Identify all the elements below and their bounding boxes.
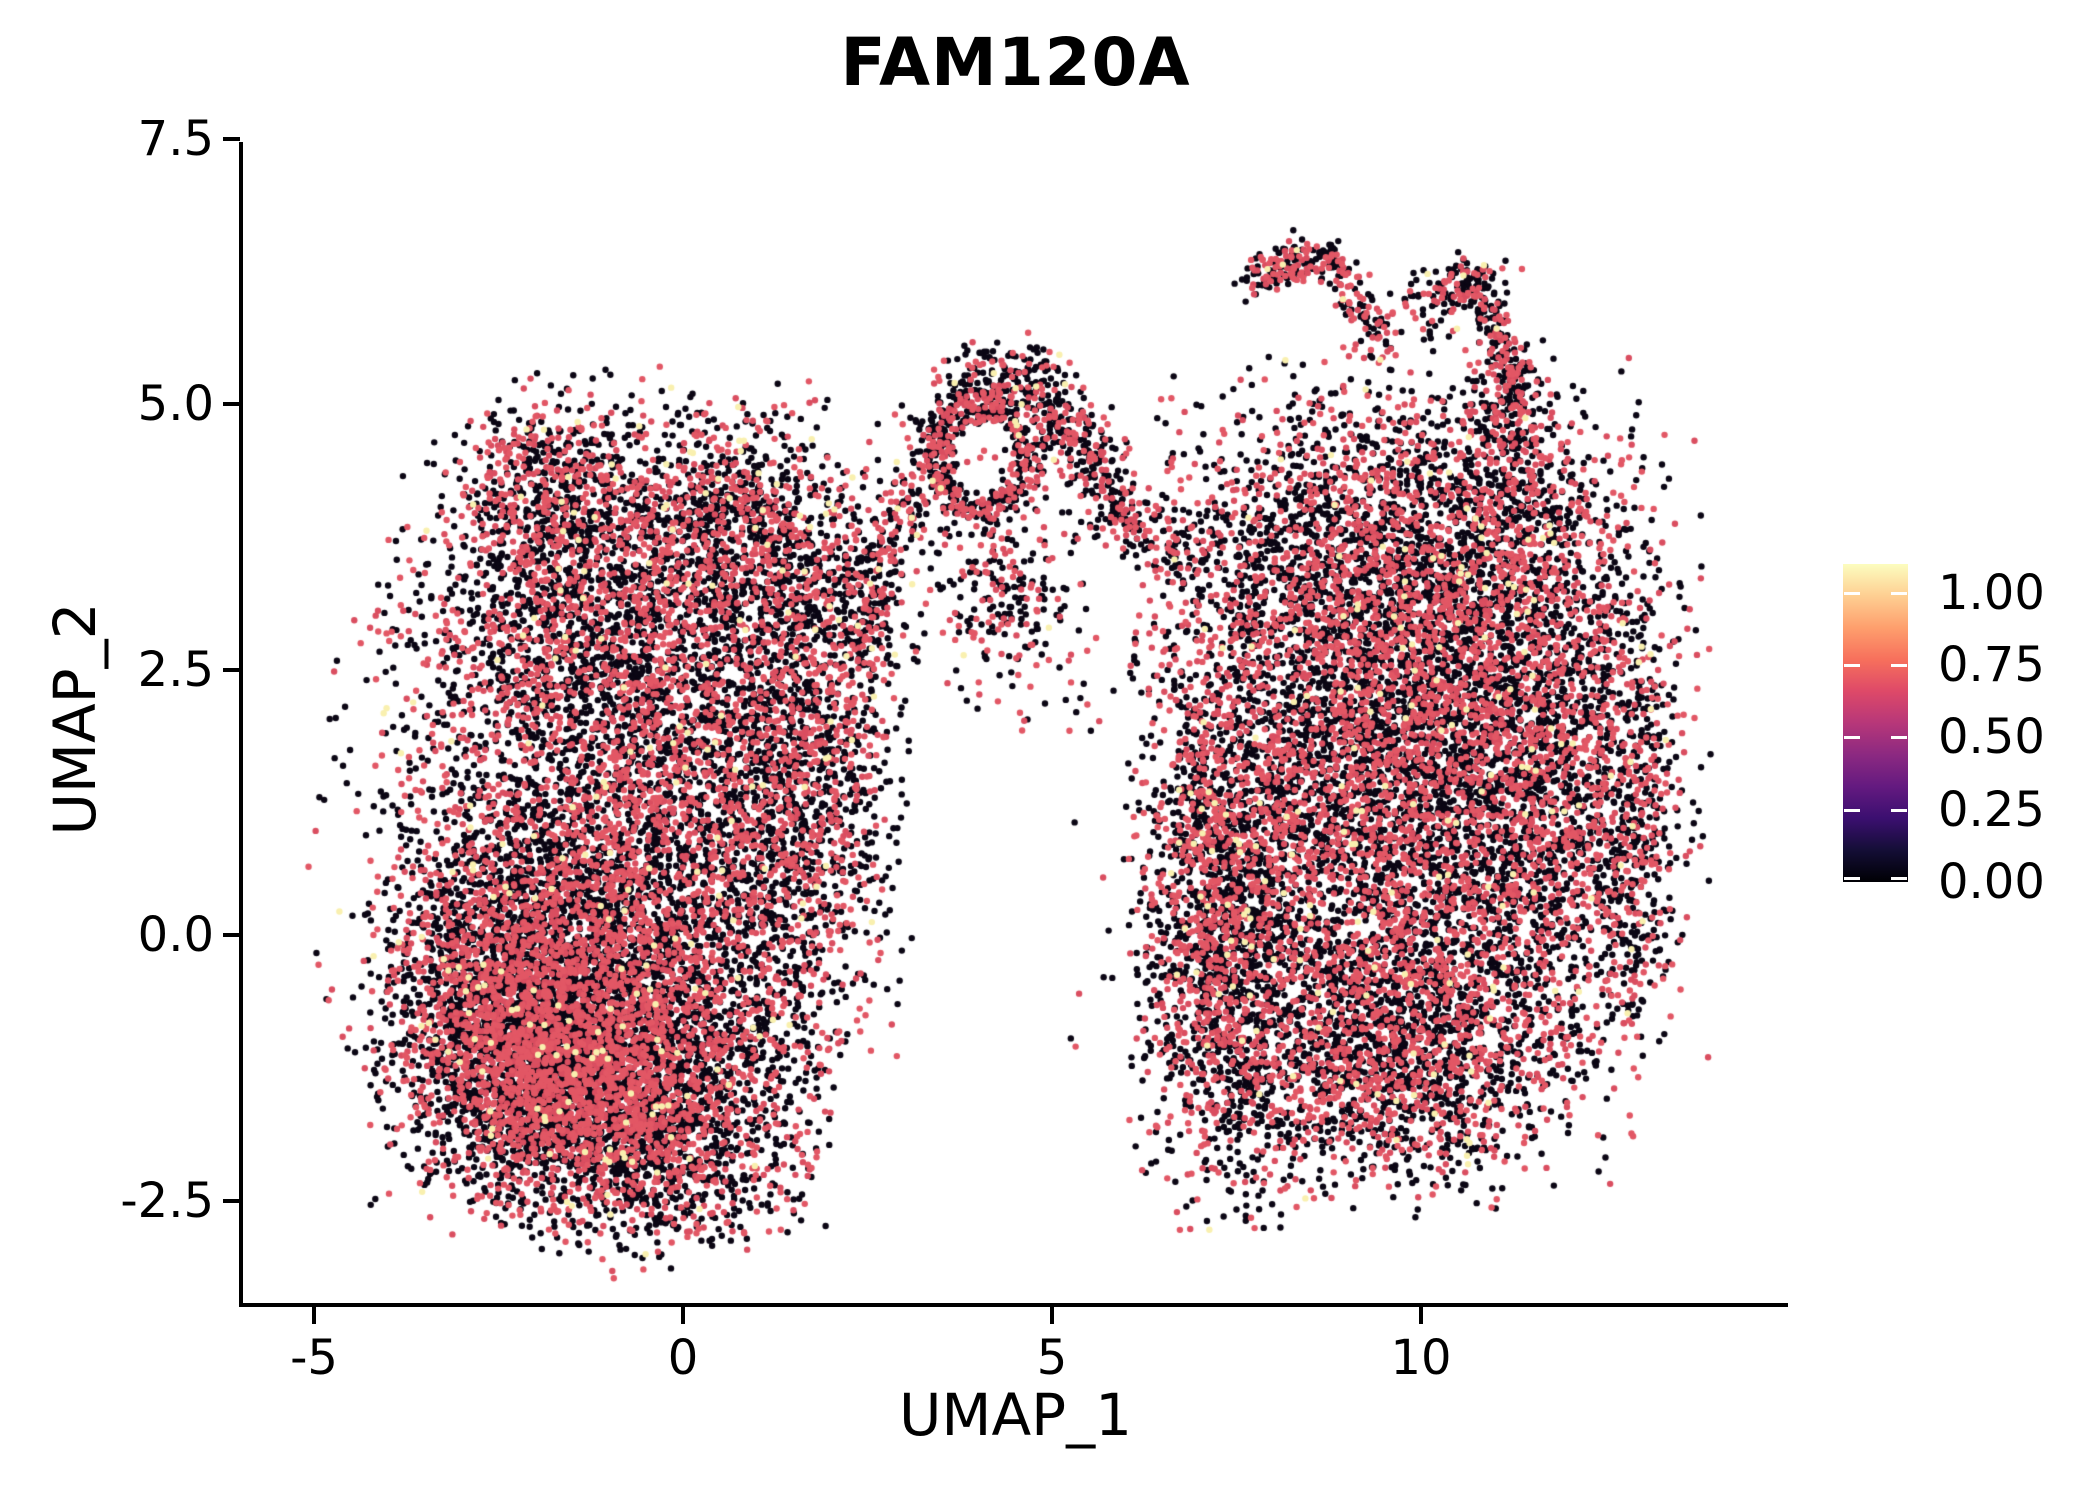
colorbar-tick bbox=[1844, 664, 1860, 667]
x-tick bbox=[1050, 1307, 1054, 1324]
colorbar-tick-label: 1.00 bbox=[1938, 565, 2045, 621]
colorbar-tick-label: 0.00 bbox=[1938, 854, 2045, 910]
colorbar-tick bbox=[1891, 877, 1907, 880]
x-tick-label: 10 bbox=[1390, 1330, 1452, 1386]
y-tick bbox=[223, 1199, 240, 1203]
y-tick bbox=[223, 668, 240, 672]
colorbar-tick bbox=[1844, 736, 1860, 739]
x-tick bbox=[312, 1307, 316, 1324]
colorbar-tick bbox=[1891, 664, 1907, 667]
plot-title: FAM120A bbox=[840, 24, 1191, 101]
x-tick bbox=[681, 1307, 685, 1324]
colorbar bbox=[1843, 564, 1908, 882]
colorbar-tick bbox=[1844, 809, 1860, 812]
x-tick-label: 0 bbox=[667, 1330, 699, 1386]
colorbar-gradient bbox=[1843, 564, 1908, 882]
colorbar-tick-label: 0.75 bbox=[1938, 637, 2045, 693]
colorbar-tick bbox=[1891, 809, 1907, 812]
x-tick-label: -5 bbox=[290, 1330, 338, 1386]
colorbar-tick bbox=[1844, 877, 1860, 880]
x-axis-line bbox=[239, 1303, 1788, 1307]
y-axis-title: UMAP_2 bbox=[41, 602, 109, 836]
colorbar-tick-label: 0.25 bbox=[1938, 782, 2045, 838]
colorbar-tick-label: 0.50 bbox=[1938, 709, 2045, 765]
x-tick bbox=[1419, 1307, 1423, 1324]
y-tick-label: -2.5 bbox=[120, 1173, 214, 1229]
y-tick-label: 7.5 bbox=[137, 111, 214, 167]
y-tick-label: 5.0 bbox=[137, 376, 214, 432]
colorbar-tick bbox=[1891, 592, 1907, 595]
x-axis-title: UMAP_1 bbox=[898, 1381, 1133, 1449]
x-tick-label: 5 bbox=[1036, 1330, 1068, 1386]
colorbar-tick bbox=[1891, 736, 1907, 739]
y-tick bbox=[223, 402, 240, 406]
y-axis-line bbox=[239, 142, 243, 1307]
y-tick-label: 0.0 bbox=[137, 907, 214, 963]
colorbar-tick bbox=[1844, 592, 1860, 595]
y-tick bbox=[223, 933, 240, 937]
y-tick-label: 2.5 bbox=[137, 642, 214, 698]
y-tick bbox=[223, 137, 240, 141]
